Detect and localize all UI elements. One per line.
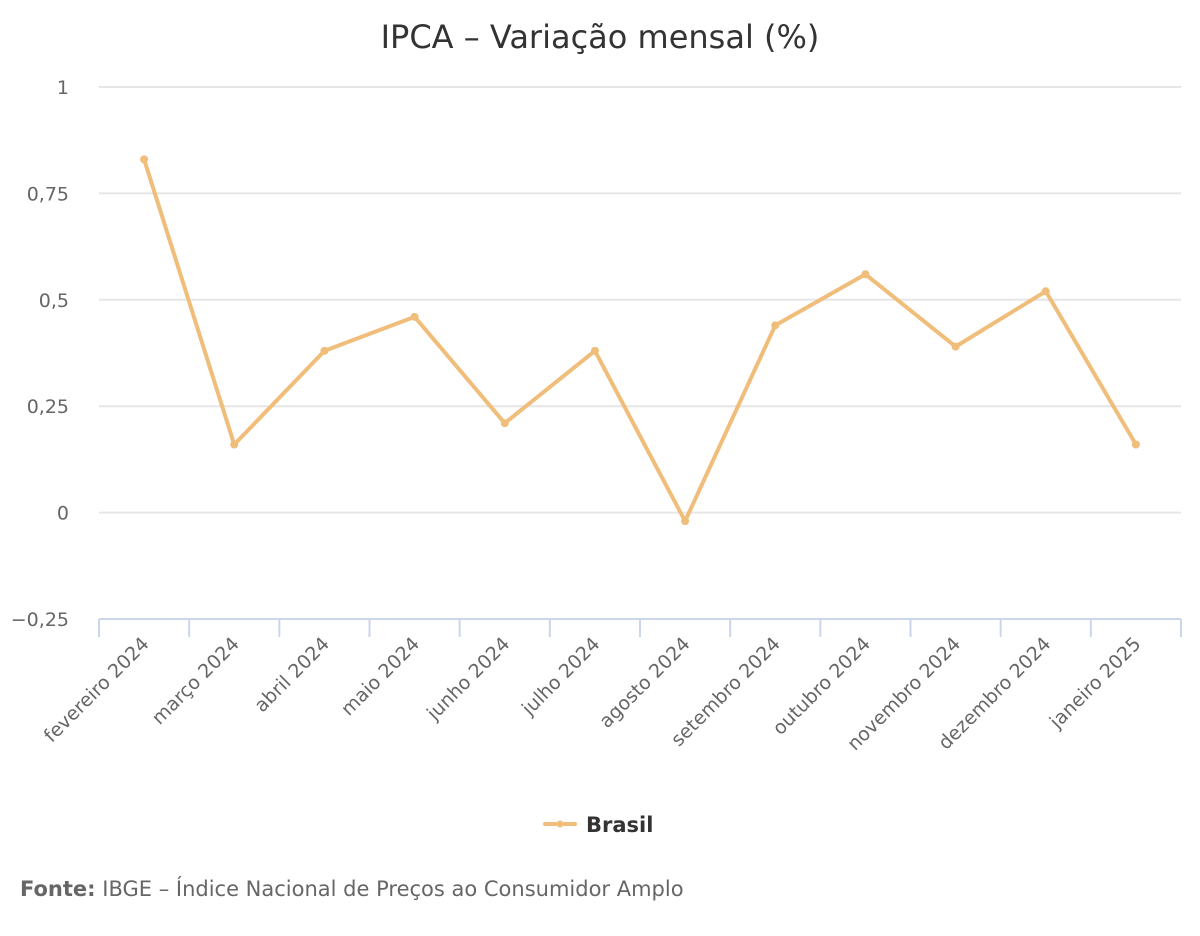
y-tick-label: 1 (57, 77, 69, 99)
x-tick-label: julho 2024 (517, 633, 604, 720)
chart-title: IPCA – Variação mensal (%) (381, 18, 820, 56)
source-text: IBGE – Índice Nacional de Preços ao Cons… (102, 877, 684, 901)
data-point[interactable] (1041, 287, 1050, 296)
data-point[interactable] (140, 155, 149, 164)
legend-label-brasil[interactable]: Brasil (586, 813, 653, 837)
data-point[interactable] (410, 312, 419, 321)
y-tick-label: 0 (57, 503, 69, 525)
y-axis: 1 0,75 0,5 0,25 0 −0,25 (11, 77, 69, 631)
data-point[interactable] (771, 321, 780, 330)
data-point[interactable] (320, 346, 329, 355)
y-tick-label: 0,25 (27, 396, 69, 418)
data-point[interactable] (500, 419, 509, 428)
series-line (142, 157, 1138, 524)
y-tick-label: −0,25 (11, 609, 69, 631)
legend-marker-brasil (556, 820, 564, 828)
x-tick-label: agosto 2024 (595, 633, 694, 732)
data-point[interactable] (230, 440, 239, 449)
x-tick-label: abril 2024 (250, 633, 334, 717)
x-tick-label: fevereiro 2024 (40, 633, 154, 747)
data-point[interactable] (861, 270, 870, 279)
y-tick-label: 0,75 (27, 183, 69, 205)
x-tick-label: junho 2024 (422, 633, 514, 725)
y-tick-label: 0,5 (39, 290, 69, 312)
source-note: Fonte: IBGE – Índice Nacional de Preços … (20, 877, 684, 901)
data-point[interactable] (681, 517, 690, 526)
series-brasil (140, 155, 1140, 526)
data-point[interactable] (951, 342, 960, 351)
x-tick-label: maio 2024 (337, 633, 424, 720)
data-point[interactable] (1131, 440, 1140, 449)
source-label: Fonte: (20, 877, 96, 901)
x-tick-label: janeiro 2025 (1045, 633, 1146, 734)
grid-lines (99, 86, 1181, 514)
legend[interactable]: Brasil (543, 813, 653, 837)
data-point[interactable] (590, 346, 599, 355)
x-tick-label: março 2024 (148, 633, 244, 729)
